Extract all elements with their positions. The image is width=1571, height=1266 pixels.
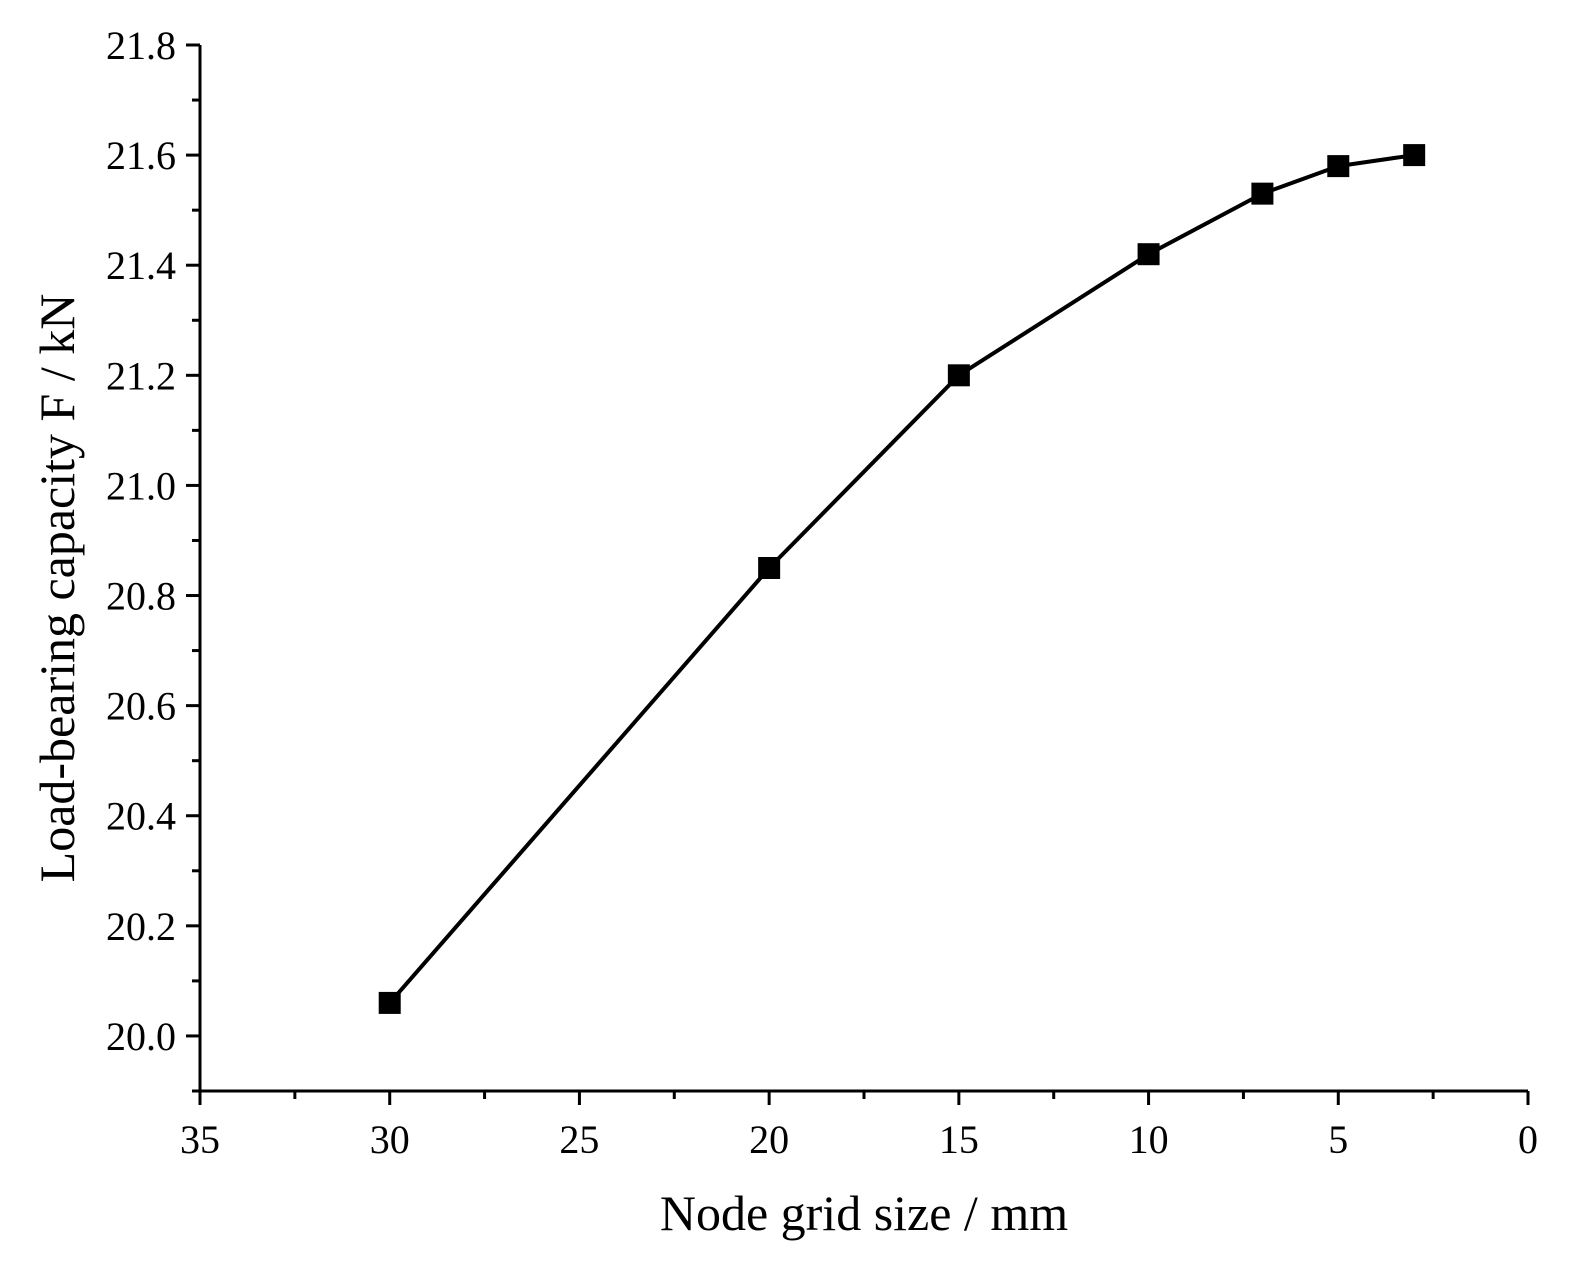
y-axis-title: Load-bearing capacity F / kN (29, 294, 85, 883)
x-tick-label: 25 (559, 1117, 599, 1162)
y-tick-label: 20.0 (106, 1014, 176, 1059)
data-point-marker (758, 557, 781, 579)
series-line (388, 153, 1415, 1005)
y-tick-label: 21.2 (106, 353, 176, 398)
plot-series (378, 144, 1426, 1014)
data-point-marker (1137, 243, 1160, 266)
y-tick-labels: 20.0 20.2 20.4 20.6 20.8 21.0 21.2 21.4 21.6 21.8 (106, 23, 176, 1059)
x-tick-labels: 35 30 25 20 15 10 5 0 (180, 1117, 1538, 1162)
data-point-marker (947, 364, 970, 387)
y-ticks (186, 43, 200, 1093)
x-ticks (198, 1091, 1530, 1105)
axes (198, 45, 1528, 1093)
data-point-marker (1403, 144, 1426, 167)
data-point-marker (1251, 182, 1274, 205)
data-point-marker (1327, 155, 1350, 178)
x-tick-label: 0 (1518, 1117, 1538, 1162)
y-tick-label: 20.4 (106, 794, 176, 839)
y-tick-label: 21.4 (106, 243, 176, 288)
y-tick-label: 21.6 (106, 133, 176, 178)
y-tick-label: 21.8 (106, 23, 176, 68)
x-tick-label: 15 (939, 1117, 979, 1162)
x-tick-label: 20 (749, 1117, 789, 1162)
x-tick-label: 30 (370, 1117, 410, 1162)
y-tick-label: 20.8 (106, 574, 176, 619)
x-tick-label: 10 (1129, 1117, 1169, 1162)
y-tick-label: 21.0 (106, 463, 176, 508)
y-tick-label: 20.2 (106, 904, 176, 949)
x-tick-label: 35 (180, 1117, 220, 1162)
x-tick-label: 5 (1328, 1117, 1348, 1162)
y-tick-label: 20.6 (106, 684, 176, 729)
x-axis-title: Node grid size / mm (660, 1185, 1068, 1241)
data-point-marker (378, 991, 401, 1014)
